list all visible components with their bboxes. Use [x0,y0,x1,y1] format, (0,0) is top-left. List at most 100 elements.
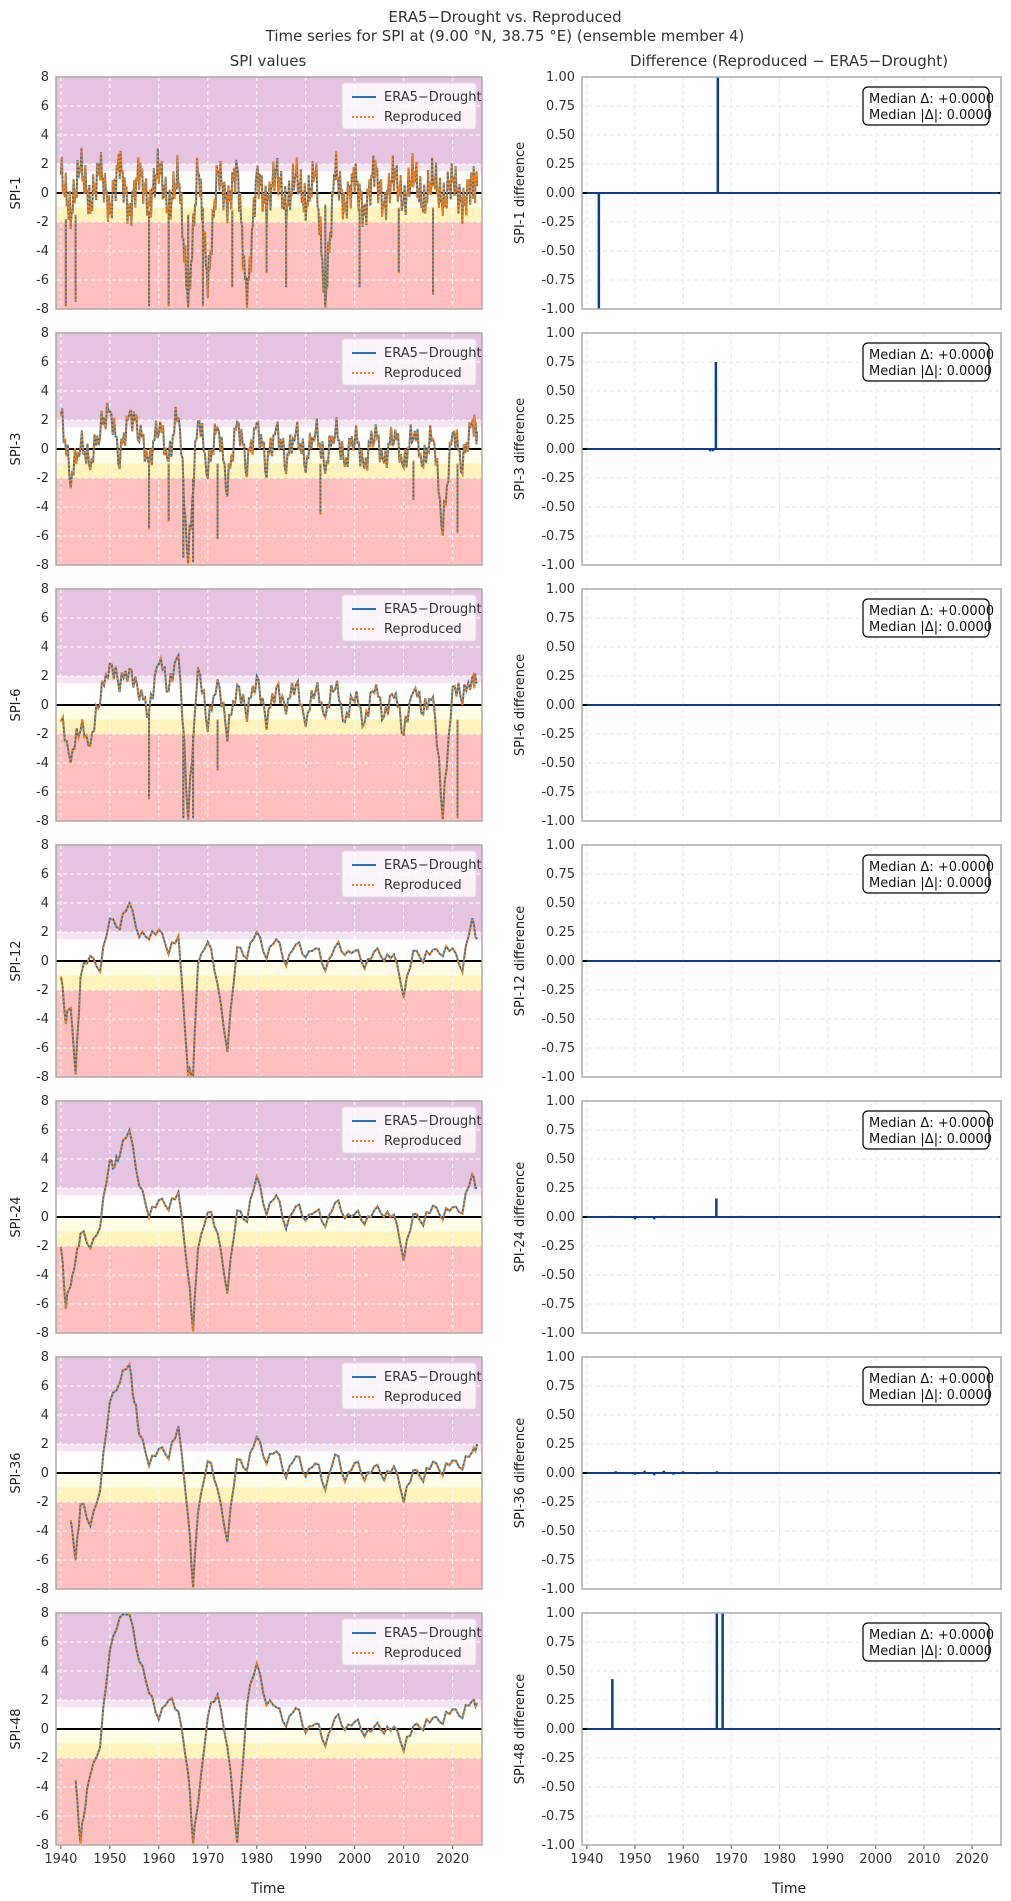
y-tick-label: 6 [41,1635,49,1650]
legend-box [341,1106,477,1154]
y-tick-label: -0.50 [541,756,575,771]
y-tick-label: 0.75 [546,355,575,370]
moderate-dry-band [56,719,482,727]
legend-era5-label: ERA5−Drought [384,858,482,873]
y-tick-label: 0 [41,186,49,201]
y-tick-label: 0.00 [546,442,575,457]
y-tick-label: -1.00 [541,1838,575,1853]
mild-wet-band [56,1700,482,1708]
y-tick-label: 0.25 [546,413,575,428]
y-tick-label: 0.00 [546,186,575,201]
y-tick-label: -4 [36,500,49,515]
y-tick-label: 0 [41,1210,49,1225]
y-tick-label: -8 [36,1582,49,1597]
median-delta-text: Median Δ: +0.0000 [869,860,994,875]
y-tick-label: -0.25 [541,1751,575,1766]
x-tick-label: 1980 [240,1852,273,1867]
median-abs-delta-text: Median |Δ|: 0.0000 [869,364,992,379]
severe-dry-band [56,1238,482,1246]
y-tick-label: -4 [36,756,49,771]
y-axis-label: SPI-12 [9,940,24,981]
figure-subtitle: Time series for SPI at (9.00 °N, 38.75 °… [265,27,745,45]
legend-reproduced-label: Reproduced [384,878,462,893]
x-tick-label: 2000 [859,1852,892,1867]
median-annotation-box [862,86,990,126]
left-column-title: SPI values [230,52,307,70]
y-tick-label: -6 [36,1297,49,1312]
y-axis-label: SPI-36 [9,1452,24,1493]
y-tick-label: 0.75 [546,1635,575,1650]
y-tick-label: -0.75 [541,1553,575,1568]
y-tick-label: 0.00 [546,954,575,969]
y-tick-label: 0.25 [546,1437,575,1452]
y-tick-label: 8 [41,1350,49,1365]
reproduced-series-line [59,147,479,308]
legend-box [341,82,477,130]
x-tick-label: 2020 [436,1852,469,1867]
y-tick-label: 0 [41,1466,49,1481]
y-tick-label: -2 [36,471,49,486]
y-tick-label: -0.75 [541,785,575,800]
y-tick-label: 0.25 [546,925,575,940]
y-tick-label: 2 [41,1181,49,1196]
legend-reproduced-label: Reproduced [384,622,462,637]
y-tick-label: 4 [41,896,49,911]
panel-5: -8 -6 -4 -2 0 2 4 6 8 SPI-36 ERA5−Drought Reproduce… [9,1350,483,1597]
panel-9: -1.00 -0.75 -0.50 -0.25 0.00 0.25 0.50 0.75 1.00… [513,582,1002,829]
y-tick-label: 0.50 [546,128,575,143]
y-tick-label: -1.00 [541,814,575,829]
y-tick-label: -2 [36,1495,49,1510]
mild-dry-band [56,1217,482,1232]
severe-dry-band [56,214,482,222]
panel-6: -8 -6 -4 -2 0 2 4 6 8 1940 1950 1960 1970 1980 1990 200… [9,1606,483,1867]
y-tick-label: 4 [41,128,49,143]
y-tick-label: -1.00 [541,1070,575,1085]
y-tick-label: 1.00 [546,70,575,85]
median-delta-text: Median Δ: +0.0000 [869,604,994,619]
y-axis-label: SPI-6 [9,689,24,722]
moderate-dry-band [56,1487,482,1495]
y-tick-label: 6 [41,611,49,626]
median-annotation-box [862,1110,990,1150]
y-tick-label: -8 [36,1326,49,1341]
panel-frame [581,1100,1002,1334]
y-tick-label: -2 [36,1751,49,1766]
panel-frame [581,1356,1002,1590]
x-tick-label: 2010 [387,1852,420,1867]
legend-era5-label: ERA5−Drought [384,346,482,361]
legend-box [341,338,477,386]
y-tick-label: -0.25 [541,215,575,230]
panel-11: -1.00 -0.75 -0.50 -0.25 0.00 0.25 0.50 0.75 1.00… [513,1094,1002,1341]
x-axis-label-left: Time [250,1881,285,1897]
extreme-dry-band [56,478,482,565]
moderate-dry-band [56,1231,482,1239]
legend-era5-label: ERA5−Drought [384,1370,482,1385]
y-tick-label: -0.50 [541,244,575,259]
legend-reproduced-label: Reproduced [384,1646,462,1661]
y-tick-label: 8 [41,1606,49,1621]
y-tick-label: 1.00 [546,326,575,341]
x-tick-label: 1990 [289,1852,322,1867]
y-tick-label: -0.50 [541,1012,575,1027]
reproduced-series-line [59,1126,478,1332]
y-tick-label: 0 [41,954,49,969]
y-tick-label: 8 [41,582,49,597]
median-annotation-box [862,1622,990,1662]
y-tick-label: 1.00 [546,1606,575,1621]
x-tick-label: 1940 [570,1852,603,1867]
y-tick-label: 8 [41,838,49,853]
y-tick-label: 8 [41,70,49,85]
x-tick-label: 1960 [142,1852,175,1867]
y-tick-label: -1.00 [541,1326,575,1341]
y-tick-label: 1.00 [546,1094,575,1109]
median-abs-delta-text: Median |Δ|: 0.0000 [869,620,992,635]
y-tick-label: -4 [36,1780,49,1795]
y-tick-label: -0.50 [541,500,575,515]
moderate-dry-band [56,975,482,983]
median-delta-text: Median Δ: +0.0000 [869,1372,994,1387]
y-axis-label: SPI-48 difference [513,1674,528,1785]
mild-wet-band [56,932,482,940]
y-tick-label: 0.75 [546,867,575,882]
y-tick-label: -6 [36,1041,49,1056]
